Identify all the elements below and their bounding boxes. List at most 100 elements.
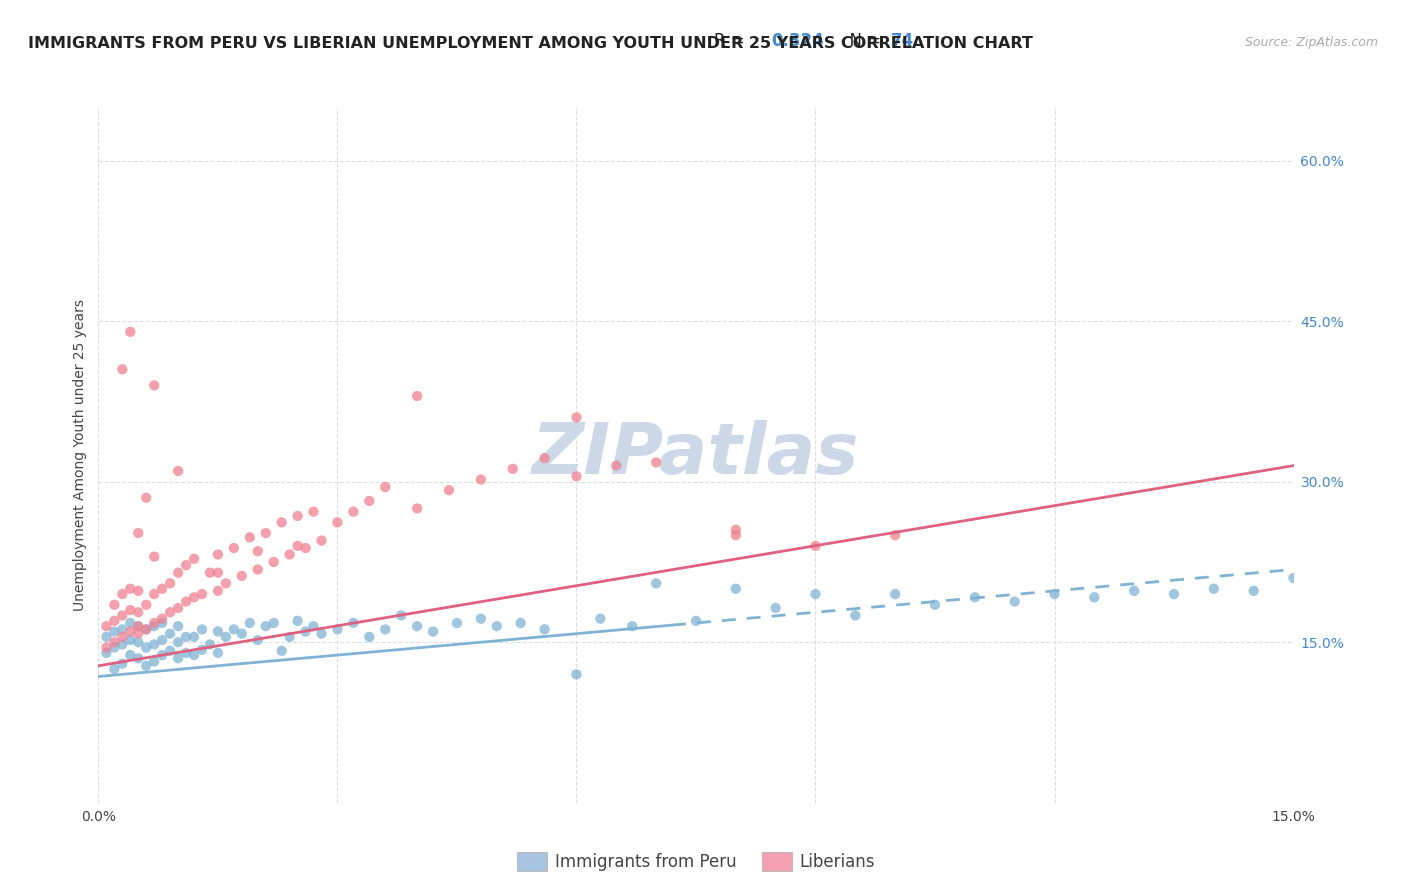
Point	[143, 655, 166, 669]
Text: N =: N =	[839, 32, 887, 50]
Point	[1123, 583, 1146, 598]
Point	[231, 569, 253, 583]
Text: 0.324: 0.324	[772, 32, 824, 50]
Point	[509, 615, 531, 630]
Point	[239, 615, 262, 630]
Point	[884, 528, 907, 542]
Point	[254, 526, 277, 541]
Point	[311, 533, 333, 548]
Point	[135, 658, 157, 673]
Point	[215, 630, 238, 644]
Point	[406, 619, 429, 633]
Point	[150, 633, 173, 648]
Point	[127, 626, 149, 640]
Point	[222, 623, 245, 637]
Point	[103, 598, 125, 612]
Point	[183, 591, 205, 605]
Text: R =: R =	[714, 32, 749, 50]
Point	[111, 630, 134, 644]
Point	[183, 551, 205, 566]
Point	[963, 591, 986, 605]
Point	[565, 667, 588, 681]
Point	[222, 541, 245, 555]
Point	[246, 633, 269, 648]
Point	[174, 594, 197, 608]
Y-axis label: Unemployment Among Youth under 25 years: Unemployment Among Youth under 25 years	[73, 299, 87, 611]
Point	[191, 587, 214, 601]
Point	[287, 614, 309, 628]
Point	[207, 646, 229, 660]
Point	[724, 528, 747, 542]
Point	[1163, 587, 1185, 601]
Point	[183, 648, 205, 662]
Point	[263, 555, 285, 569]
Point	[111, 623, 134, 637]
Point	[127, 583, 149, 598]
Point	[111, 637, 134, 651]
Point	[167, 464, 190, 478]
Point	[96, 619, 118, 633]
Point	[159, 576, 181, 591]
Point	[174, 646, 197, 660]
Point	[724, 582, 747, 596]
Point	[135, 640, 157, 655]
Text: Source: ZipAtlas.com: Source: ZipAtlas.com	[1244, 36, 1378, 49]
Point	[174, 558, 197, 573]
Point	[103, 662, 125, 676]
Point	[143, 637, 166, 651]
Point	[120, 582, 142, 596]
Point	[270, 516, 292, 530]
Text: ZIPatlas: ZIPatlas	[533, 420, 859, 490]
Point	[167, 619, 190, 633]
Point	[174, 630, 197, 644]
Point	[246, 544, 269, 558]
Point	[246, 562, 269, 576]
Point	[111, 657, 134, 671]
Point	[103, 635, 125, 649]
Point	[239, 530, 262, 544]
Point	[231, 626, 253, 640]
Point	[342, 615, 364, 630]
Point	[311, 626, 333, 640]
Point	[605, 458, 627, 473]
Point	[120, 648, 142, 662]
Point	[143, 619, 166, 633]
Point	[254, 619, 277, 633]
Point	[884, 587, 907, 601]
Point	[294, 541, 316, 555]
Point	[159, 644, 181, 658]
Point	[374, 623, 396, 637]
Point	[96, 640, 118, 655]
Point	[159, 605, 181, 619]
Point	[167, 601, 190, 615]
Point	[103, 624, 125, 639]
Point	[565, 410, 588, 425]
Point	[183, 630, 205, 644]
Point	[278, 630, 301, 644]
Point	[1243, 583, 1265, 598]
Point	[685, 614, 707, 628]
Point	[191, 642, 214, 657]
Point	[621, 619, 644, 633]
Point	[143, 549, 166, 564]
Point	[167, 651, 190, 665]
Point	[198, 566, 221, 580]
Point	[103, 640, 125, 655]
Point	[589, 612, 612, 626]
Point	[120, 633, 142, 648]
Point	[302, 619, 325, 633]
Point	[207, 566, 229, 580]
Point	[470, 473, 492, 487]
Point	[765, 601, 787, 615]
Point	[302, 505, 325, 519]
Point	[127, 619, 149, 633]
Point	[159, 626, 181, 640]
Point	[804, 587, 827, 601]
Point	[143, 378, 166, 392]
Point	[287, 539, 309, 553]
Point	[1083, 591, 1105, 605]
Point	[359, 630, 381, 644]
Point	[111, 362, 134, 376]
Point	[406, 389, 429, 403]
Point	[191, 623, 214, 637]
